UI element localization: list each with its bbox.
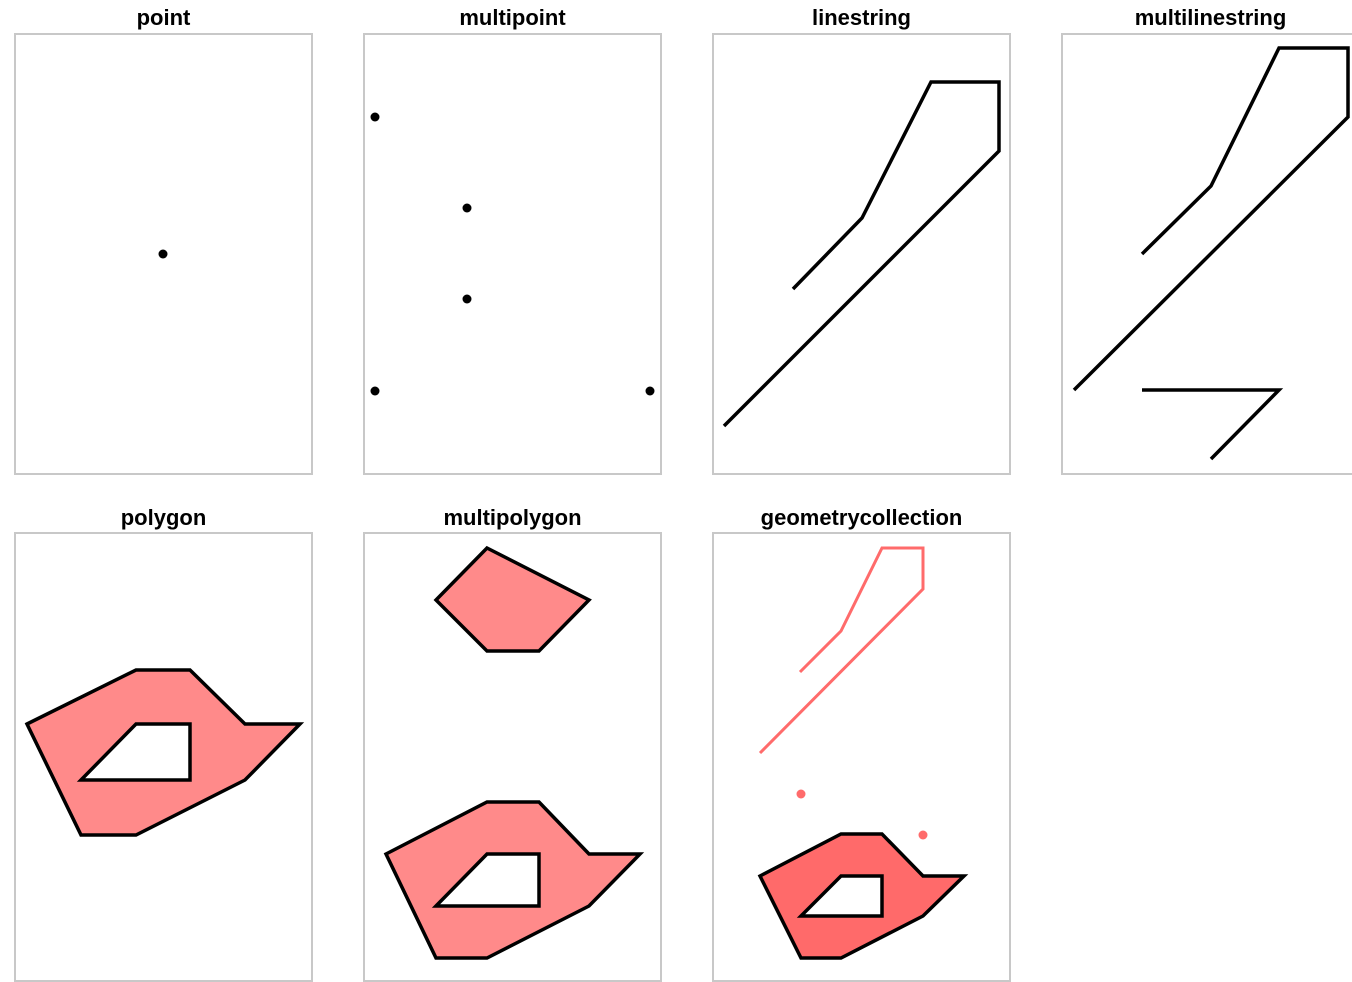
panel-multipoint: multipoint (363, 0, 662, 476)
panel-title: point (136, 5, 191, 30)
collection-polygon (757, 832, 969, 960)
panel-title: multipoint (459, 5, 566, 30)
linestring-line (1072, 46, 1350, 392)
collection-point (918, 830, 928, 840)
plot-frame (1061, 33, 1352, 475)
point-marker (645, 386, 655, 396)
panel-title: linestring (811, 5, 911, 30)
point-marker (158, 249, 168, 259)
collection-line (758, 546, 925, 755)
multipoint-markers (370, 112, 655, 396)
point-marker (370, 386, 380, 396)
linestring-line (722, 80, 1001, 428)
linestring-line (1142, 388, 1284, 461)
panel-title: geometrycollection (760, 505, 963, 530)
point-marker (462, 294, 472, 304)
panel-multilinestring: multilinestring (1061, 0, 1352, 476)
point-marker (462, 203, 472, 213)
polygon-shape (433, 545, 592, 653)
plot-frame (363, 33, 662, 475)
panel-linestring: linestring (712, 0, 1011, 476)
collection-point (796, 789, 806, 799)
point-marker (370, 112, 380, 122)
multilinestring-lines (1072, 46, 1350, 461)
polygon-shape (383, 800, 645, 960)
polygon-shape (24, 668, 305, 837)
panel-title: multilinestring (1134, 5, 1287, 30)
plot-frame (712, 33, 1011, 475)
panel-title: polygon (120, 505, 207, 530)
panel-title: multipolygon (443, 505, 582, 530)
multipolygon-shapes (383, 545, 645, 960)
geometrycollection-items (757, 546, 969, 960)
